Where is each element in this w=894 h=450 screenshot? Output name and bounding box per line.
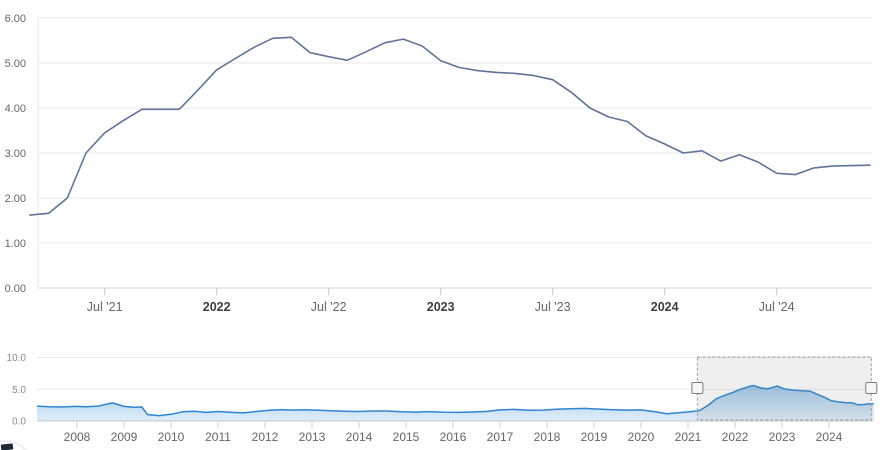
- nav-year-label: 2008: [64, 430, 91, 444]
- main-y-axis-label: 3.00: [5, 148, 26, 160]
- main-x-axis-label: 2022: [203, 300, 231, 314]
- nav-area-fill[interactable]: [37, 385, 874, 421]
- floating-widget-logo-icon: [0, 443, 14, 450]
- main-y-axis-label: 5.00: [5, 58, 26, 70]
- nav-year-label: 2017: [487, 430, 514, 444]
- nav-year-label: 2021: [675, 430, 702, 444]
- nav-year-label: 2016: [440, 430, 467, 444]
- main-x-axis-label: 2024: [651, 300, 679, 314]
- navigator-selected-range[interactable]: [696, 356, 872, 421]
- nav-year-label: 2013: [299, 430, 326, 444]
- nav-y-axis-label: 0.0: [12, 417, 26, 428]
- nav-year-label: 2019: [581, 430, 608, 444]
- range-navigator[interactable]: 0.0 5.0 10.0 2008 2009 2010 2011 2012 2013 2014 20…: [7, 353, 878, 444]
- main-y-axis-label: 1.00: [5, 238, 26, 250]
- main-y-axis-label: 0.00: [5, 283, 26, 295]
- nav-year-label: 2024: [816, 430, 843, 444]
- main-series-line[interactable]: [29, 36, 871, 216]
- main-chart[interactable]: 0.00 1.00 2.00 3.00 4.00 5.00 6.00 Jul '21 2022 J…: [5, 13, 872, 314]
- nav-year-label: 2018: [534, 430, 561, 444]
- main-x-axis-label: Jul '23: [535, 300, 571, 314]
- main-x-axis-label: Jul '24: [759, 300, 795, 314]
- nav-year-label: 2014: [346, 430, 373, 444]
- nav-year-label: 2022: [722, 430, 749, 444]
- nav-year-label: 2020: [628, 430, 655, 444]
- nav-y-axis-label: 5.0: [12, 385, 26, 396]
- nav-year-label: 2012: [252, 430, 279, 444]
- nav-series-line: [37, 384, 874, 417]
- nav-year-label: 2011: [205, 430, 231, 444]
- nav-year-label: 2023: [769, 430, 796, 444]
- main-x-axis-label: 2023: [427, 300, 455, 314]
- navigator-handle-right[interactable]: [865, 382, 878, 394]
- main-y-axis-label: 6.00: [5, 13, 26, 25]
- navigator-handle-left[interactable]: [691, 382, 704, 394]
- main-y-axis-label: 2.00: [5, 193, 26, 205]
- nav-year-label: 2015: [393, 430, 420, 444]
- main-y-axis-label: 4.00: [5, 103, 26, 115]
- nav-year-label: 2010: [158, 430, 185, 444]
- main-x-axis-label: Jul '22: [311, 300, 347, 314]
- main-x-axis-label: Jul '21: [87, 300, 123, 314]
- nav-y-axis-label: 10.0: [7, 353, 27, 364]
- nav-year-label: 2009: [111, 430, 138, 444]
